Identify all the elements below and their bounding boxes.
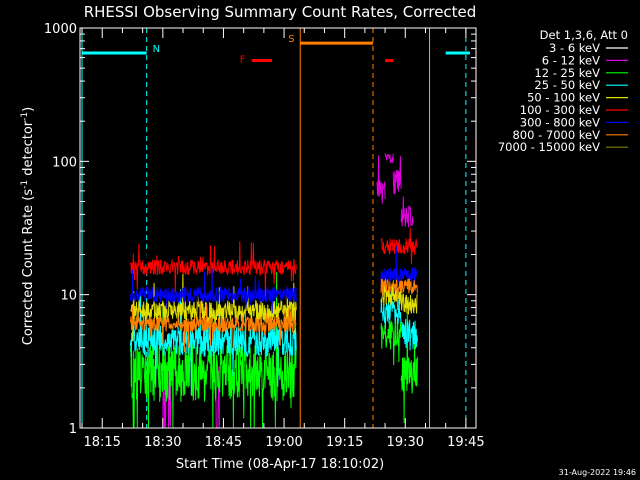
legend-label: 6 - 12 keV (542, 53, 600, 67)
x-tick-label: 19:15 (326, 435, 363, 450)
footer-timestamp: 31-Aug-2022 19:46 (559, 468, 636, 477)
series-trace (380, 278, 418, 311)
series-trace (380, 245, 418, 297)
axes-frame (79, 27, 477, 429)
series-trace (130, 273, 297, 341)
series-trace (130, 268, 297, 314)
axes: 1 10 100 1000 18:15 18:30 18:45 19:00 19:15 19:30… (44, 22, 485, 450)
series-trace (392, 156, 402, 195)
plot-area: N S F (81, 28, 470, 428)
series-trace (384, 153, 394, 164)
y-tick-label: 1 (69, 422, 77, 437)
y-tick-label: 100 (52, 155, 77, 170)
flare-label: F (240, 55, 246, 66)
x-tick-label: 19:00 (265, 435, 302, 450)
series-trace (130, 241, 297, 298)
series-trace (400, 293, 418, 315)
series-trace (130, 228, 297, 296)
series-trace (380, 319, 402, 366)
saa-label: S (288, 34, 294, 45)
series-trace (400, 311, 418, 423)
series-100-300keV (130, 227, 418, 298)
y-axis-label: Corrected Count Rate (s-1 detector-1) (20, 107, 36, 345)
legend-label: 7000 - 15000 keV (498, 140, 600, 154)
legend-label: 300 - 800 keV (520, 115, 600, 129)
legend-label: 800 - 7000 keV (512, 128, 600, 142)
legend-label: 3 - 6 keV (549, 41, 600, 55)
y-tick-label: 1000 (44, 22, 77, 37)
x-axis-label: Start Time (08-Apr-17 18:10:02) (176, 457, 384, 472)
series-trace (376, 155, 386, 204)
series-300-800keV (130, 245, 418, 314)
series-trace (380, 174, 394, 205)
series-trace (380, 227, 418, 265)
x-tick-label: 18:15 (83, 435, 120, 450)
x-tick-label: 18:45 (205, 435, 242, 450)
x-tick-label: 19:45 (447, 435, 484, 450)
series-trace (400, 318, 418, 351)
series-800-7000keV (130, 278, 418, 353)
night-label: N (153, 44, 160, 55)
legend-label: 100 - 300 keV (520, 103, 600, 117)
chart-title: RHESSI Observing Summary Count Rates, Co… (84, 3, 477, 21)
legend-label: 12 - 25 keV (534, 66, 600, 80)
x-tick-label: 19:30 (387, 435, 424, 450)
series-trace (400, 196, 414, 228)
legend-label: 25 - 50 keV (534, 78, 600, 92)
legend-label: 50 - 100 keV (527, 91, 600, 105)
series-trace (130, 300, 297, 353)
series-trace (214, 365, 220, 428)
x-tick-label: 18:30 (144, 435, 181, 450)
series-6-12keV (162, 153, 414, 428)
y-tick-label: 10 (60, 289, 77, 304)
legend-header: Det 1,3,6, Att 0 (540, 28, 628, 42)
